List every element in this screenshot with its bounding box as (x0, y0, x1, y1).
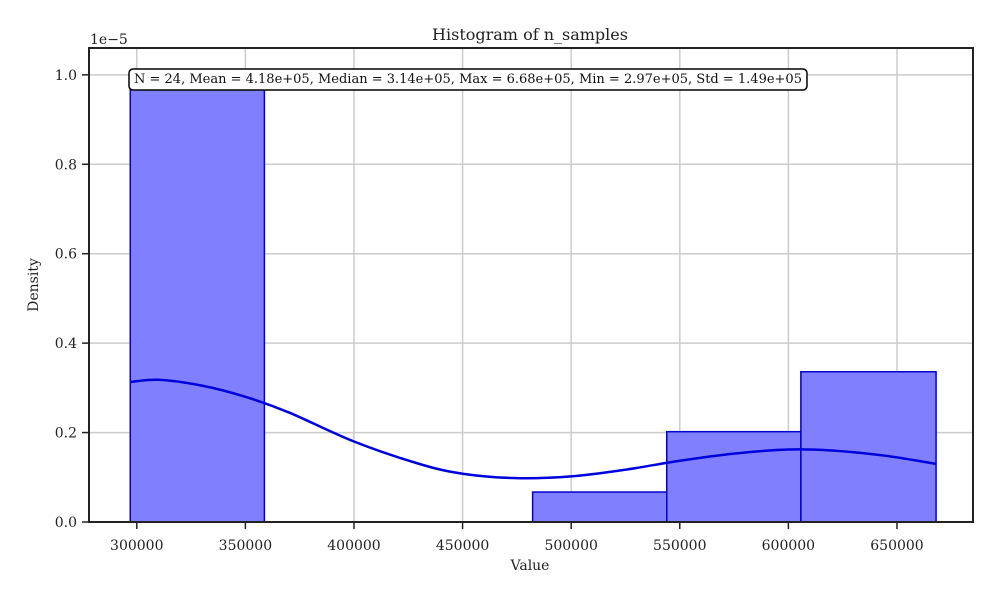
x-tick-label: 650000 (870, 538, 923, 554)
y-tick-label: 0.8 (55, 157, 77, 173)
histogram-bar (531, 491, 668, 523)
y-tick-label: 0.6 (55, 247, 77, 263)
y-tick-label: 0.0 (55, 515, 77, 531)
histogram-bars (129, 87, 937, 523)
x-tick-label: 450000 (436, 538, 489, 554)
x-tick-label: 300000 (110, 538, 163, 554)
y-axis-title: Density (26, 258, 42, 312)
y-tick-label: 0.4 (55, 336, 77, 352)
x-tick-label: 350000 (219, 538, 272, 554)
chart-title: Histogram of n_samples (432, 25, 628, 44)
stats-annotation: N = 24, Mean = 4.18e+05, Median = 3.14e+… (128, 68, 808, 91)
kde-curve (130, 378, 937, 480)
x-tick-label: 600000 (762, 538, 815, 554)
histogram-bar (665, 430, 802, 523)
x-tick-label: 550000 (653, 538, 706, 554)
x-tick-label: 500000 (544, 538, 597, 554)
stats-annotation-box (128, 68, 808, 91)
histogram-bar (129, 87, 266, 523)
x-axis-title: Value (510, 558, 550, 574)
stats-annotation-text: N = 24, Mean = 4.18e+05, Median = 3.14e+… (134, 72, 802, 87)
histogram-bar (800, 371, 937, 523)
y-tick-label: 0.2 (55, 426, 77, 442)
y-tick-label: 1.0 (55, 68, 77, 84)
y-axis-ticks: 0.0 0.2 0.4 0.6 0.8 1.0 (55, 68, 89, 531)
y-exponent-label: 1e−5 (90, 32, 128, 48)
x-axis-ticks: 300000 350000 400000 450000 500000 550000 6000… (110, 522, 924, 554)
plot-frame (88, 47, 974, 523)
x-tick-label: 400000 (327, 538, 380, 554)
